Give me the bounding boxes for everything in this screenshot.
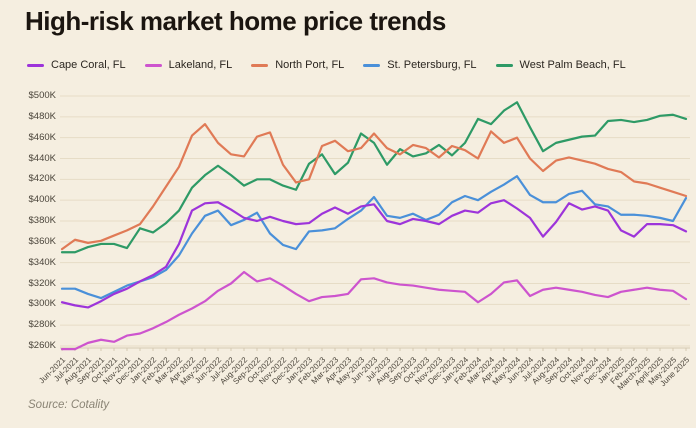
y-axis-label: $320K bbox=[28, 277, 56, 289]
series-line-lakeland-fl bbox=[60, 270, 688, 351]
y-axis-label: $380K bbox=[28, 215, 56, 226]
chart-title: High-risk market home price trends bbox=[25, 6, 446, 36]
series-line-north-port-fl bbox=[60, 123, 688, 251]
y-axis-label: $440K bbox=[28, 152, 56, 164]
legend-label: West Palm Beach, FL bbox=[519, 59, 626, 71]
legend-item: North Port, FL bbox=[251, 59, 344, 71]
y-axis-label: $500K bbox=[28, 90, 56, 101]
y-axis-label: $460K bbox=[28, 131, 56, 143]
y-axis-label: $420K bbox=[28, 173, 56, 185]
y-axis-label: $340K bbox=[28, 256, 56, 268]
series-line-st-petersburg-fl bbox=[60, 175, 688, 300]
y-axis-label: $300K bbox=[28, 298, 56, 310]
line-chart bbox=[60, 95, 690, 351]
y-axis-label: $260K bbox=[28, 340, 56, 351]
legend-label: Lakeland, FL bbox=[168, 59, 233, 71]
legend-item: St. Petersburg, FL bbox=[363, 59, 477, 71]
legend-label: Cape Coral, FL bbox=[51, 59, 126, 71]
y-axis-label: $480K bbox=[28, 110, 56, 122]
legend-item: Lakeland, FL bbox=[144, 59, 233, 71]
legend-swatch bbox=[144, 63, 162, 67]
y-axis-label: $280K bbox=[28, 319, 56, 331]
legend-swatch bbox=[251, 63, 269, 67]
y-axis-label: $400K bbox=[28, 194, 56, 206]
y-axis-label: $360K bbox=[28, 235, 56, 247]
legend-swatch bbox=[363, 63, 381, 67]
series-line-west-palm-beach-fl bbox=[60, 101, 688, 254]
legend-swatch bbox=[495, 63, 513, 67]
legend-item: Cape Coral, FL bbox=[27, 59, 126, 71]
legend-label: North Port, FL bbox=[275, 59, 345, 71]
series-line-cape-coral-fl bbox=[60, 199, 688, 309]
legend-label: St. Petersburg, FL bbox=[387, 59, 477, 71]
legend: Cape Coral, FL Lakeland, FL North Port, FL… bbox=[27, 59, 645, 71]
source-note: Source: Cotality bbox=[28, 399, 110, 411]
legend-item: West Palm Beach, FL bbox=[495, 59, 626, 71]
legend-swatch bbox=[27, 63, 44, 67]
